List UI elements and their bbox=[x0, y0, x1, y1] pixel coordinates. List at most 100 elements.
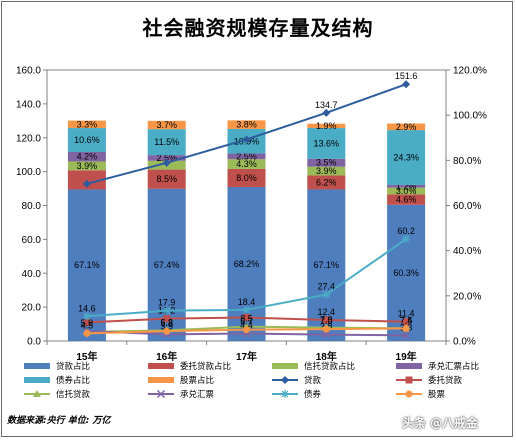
line-data-label: 6.7 bbox=[240, 317, 253, 327]
legend-label: 股票 bbox=[428, 390, 446, 400]
right-axis-tick-label: 0.0% bbox=[453, 337, 476, 348]
series-point bbox=[322, 290, 331, 299]
bar-data-label: 1.9% bbox=[316, 121, 337, 131]
line-data-label: 7.9 bbox=[320, 315, 333, 325]
bar-segment bbox=[67, 161, 106, 171]
series-point bbox=[322, 330, 331, 339]
bar-segment bbox=[387, 123, 426, 131]
bar-segment bbox=[307, 123, 346, 129]
line-data-label: 18.4 bbox=[238, 297, 256, 307]
bar-data-label: 3.8% bbox=[236, 120, 257, 130]
right-axis-tick-label: 80.0% bbox=[453, 156, 481, 167]
legend-label: 信托贷款 bbox=[56, 389, 91, 400]
legend-marker bbox=[281, 376, 289, 384]
bar-data-label: 8.0% bbox=[236, 173, 257, 183]
line-data-label: 12.4 bbox=[318, 307, 336, 317]
series-point bbox=[322, 108, 331, 117]
x-axis-category-label: 15年 bbox=[76, 350, 97, 363]
series-point bbox=[242, 305, 251, 314]
series-point bbox=[163, 327, 171, 335]
left-axis-tick-label: 100.0 bbox=[16, 167, 41, 178]
series-point bbox=[402, 324, 410, 332]
x-axis-category-label: 16年 bbox=[156, 350, 177, 363]
watermark: 头条 @八戒金 bbox=[402, 416, 479, 430]
series-point bbox=[83, 329, 91, 337]
bar-segment bbox=[227, 153, 266, 160]
bar-segment bbox=[387, 194, 426, 205]
legend-label: 股票占比 bbox=[180, 375, 214, 386]
bar-data-label: 3.0% bbox=[396, 186, 417, 196]
line-data-label: 11.4 bbox=[398, 309, 415, 319]
legend-label: 委托贷款占比 bbox=[180, 361, 231, 372]
line-data-label: 7.0 bbox=[320, 316, 333, 326]
legend-marker bbox=[405, 376, 413, 384]
line-data-label: 5.8 bbox=[160, 318, 173, 328]
left-axis-tick-label: 20.0 bbox=[22, 303, 42, 314]
bar-data-label: 3.3% bbox=[77, 119, 98, 129]
line-data-label: 8.5 bbox=[240, 314, 253, 324]
right-axis-tick-label: 60.0% bbox=[453, 201, 481, 212]
bar-data-label: 8.5% bbox=[156, 174, 177, 184]
chart-title: 社会融资规模存量及结构 bbox=[142, 16, 374, 40]
left-axis-tick-label: 0.0 bbox=[27, 337, 41, 348]
legend-label: 债券 bbox=[304, 389, 322, 400]
legend-swatch bbox=[272, 363, 298, 369]
line-data-label: 3.9 bbox=[160, 321, 173, 331]
bar-segment bbox=[147, 169, 186, 189]
bar-segment bbox=[227, 159, 266, 169]
legend-marker bbox=[405, 390, 413, 398]
left-axis-tick-label: 60.0 bbox=[22, 235, 42, 246]
bar-segment bbox=[67, 120, 106, 129]
left-axis-tick-label: 40.0 bbox=[22, 269, 42, 280]
data-source-note: 数据来源:央行 单位: 万亿 bbox=[7, 416, 111, 426]
bar-data-label: 6.2% bbox=[316, 177, 337, 187]
left-axis-tick-label: 120.0 bbox=[16, 133, 41, 144]
series-point bbox=[402, 331, 411, 340]
legend-label: 贷款 bbox=[304, 375, 322, 386]
legend-swatch bbox=[24, 377, 50, 383]
bar-data-label: 24.3% bbox=[393, 153, 419, 163]
legend-label: 承兑汇票占比 bbox=[428, 361, 479, 372]
right-axis-tick-label: 120.0% bbox=[453, 66, 487, 77]
bar-data-label: 68.2% bbox=[234, 259, 260, 269]
legend-label: 债券占比 bbox=[56, 375, 90, 386]
bar-data-label: 60.3% bbox=[393, 268, 419, 278]
line-data-label: 14.6 bbox=[78, 303, 96, 313]
bar-data-label: 3.7% bbox=[156, 120, 177, 130]
bar-segment bbox=[67, 128, 106, 152]
bar-segment bbox=[307, 128, 346, 159]
series-point bbox=[162, 306, 171, 315]
legend-swatch bbox=[148, 363, 174, 369]
line-data-label: 27.4 bbox=[318, 282, 336, 292]
bar-data-label: 3.9% bbox=[316, 166, 337, 176]
line-data-label: 4.5 bbox=[81, 320, 94, 330]
series-point bbox=[243, 326, 250, 334]
bar-segment bbox=[147, 120, 186, 130]
bar-segment bbox=[227, 168, 266, 187]
series-point bbox=[243, 313, 250, 321]
bar-data-label: 3.9% bbox=[77, 161, 98, 171]
series-point bbox=[82, 179, 91, 188]
bar-segment bbox=[387, 184, 426, 188]
bar-segment bbox=[307, 166, 346, 176]
legend-label: 委托贷款 bbox=[428, 375, 463, 386]
legend-label: 贷款占比 bbox=[56, 361, 90, 372]
legend-marker bbox=[156, 389, 166, 399]
line-data-label: 60.2 bbox=[397, 226, 415, 236]
legend-swatch bbox=[148, 377, 174, 383]
left-axis-tick-label: 80.0 bbox=[22, 201, 42, 212]
bar-segment bbox=[67, 151, 106, 162]
series-point bbox=[83, 318, 91, 326]
bar-data-label: 67.1% bbox=[74, 260, 100, 270]
line-data-label: 151.6 bbox=[395, 71, 418, 81]
bar-data-label: 4.3% bbox=[236, 159, 257, 169]
legend-swatch bbox=[396, 363, 422, 369]
bar-segment bbox=[227, 120, 266, 129]
series-point bbox=[402, 235, 411, 244]
bar-data-label: 67.4% bbox=[154, 260, 180, 270]
bar-segment bbox=[387, 187, 426, 195]
series-point bbox=[163, 315, 171, 323]
series-point bbox=[82, 312, 91, 321]
bar-segment bbox=[307, 175, 346, 190]
